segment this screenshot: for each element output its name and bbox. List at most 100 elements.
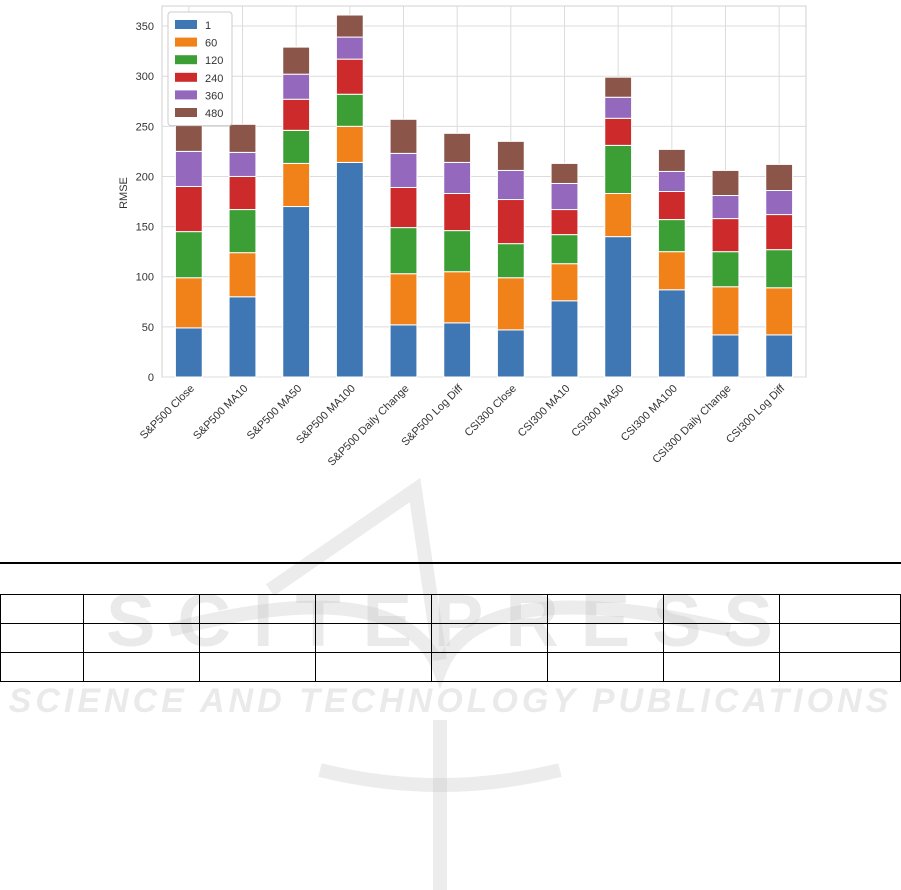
table-cell [83,594,200,624]
empty-table [0,594,901,682]
bar-segment-1 [174,327,203,378]
bar-segment-240 [174,185,203,233]
table-cell [431,594,548,624]
table-cell [547,623,664,653]
bar-segment-120 [174,231,203,279]
bar-segment-120 [765,249,794,289]
x-tick-label: CSI300 Log Diff [724,382,788,446]
plot-area [161,5,807,378]
x-tick-label: CSI300 MA50 [569,383,626,440]
bar-segment-60 [657,251,686,291]
bar-segment-480 [657,148,686,172]
legend: 1 60 120 240 360 480 [167,11,233,127]
legend-swatch [175,72,197,82]
bar-segment-360 [711,195,740,220]
bar-segment-480 [550,162,579,184]
bar-segment-60 [496,277,525,331]
bar-segment-360 [496,169,525,201]
table-cell [0,652,84,682]
y-tick-label: 300 [136,71,154,83]
y-tick-label: 350 [136,21,154,33]
bar-segment-1 [228,296,257,378]
table-cell [199,623,316,653]
table-cell [779,652,901,682]
bar-segment-240 [389,186,418,229]
bar-segment-480 [282,46,311,75]
table-cell [0,623,84,653]
legend-label: 480 [205,108,223,120]
table-cell [663,594,780,624]
y-tick-label: 0 [148,372,154,384]
table-cell [199,594,316,624]
y-tick-label: 50 [142,322,154,334]
bar-segment-120 [496,243,525,279]
bar-segment-120 [550,234,579,265]
bar-segment-60 [174,277,203,329]
y-tick-label: 200 [136,171,154,183]
bar-segment-360 [389,152,418,188]
bar-segment-240 [335,58,364,95]
bar-segment-360 [282,73,311,100]
legend-label: 360 [205,90,223,102]
bar-segment-240 [765,214,794,251]
bar-segment-1 [496,329,525,378]
bar-segment-480 [443,132,472,163]
table-top-rule [0,562,901,564]
bar-segment-1 [443,322,472,378]
table-cell [315,652,432,682]
bar-segment-60 [443,271,472,324]
table-cell [779,623,901,653]
bar-segment-480 [228,123,257,153]
legend-label: 240 [205,73,223,85]
bar-segment-120 [711,251,740,288]
bar-segment-240 [604,117,633,146]
grid-layer [161,5,807,378]
bar-segment-60 [389,273,418,326]
bar-segment-360 [550,182,579,211]
legend-swatch [175,37,197,47]
table-cell [83,623,200,653]
bar-segment-480 [496,140,525,171]
y-tick-label: 250 [136,121,154,133]
bar-segment-60 [282,162,311,208]
bar-segment-360 [228,151,257,177]
bar-segment-120 [282,129,311,164]
bar-segment-120 [604,144,633,195]
table-cell [315,594,432,624]
bar-segment-1 [282,206,311,378]
bar-segment-240 [657,191,686,221]
legend-label: 120 [205,55,223,67]
x-tick-label: CSI300 Close [462,383,518,439]
bar-segment-360 [443,161,472,195]
table-cell [431,623,548,653]
bar-segment-120 [389,227,418,275]
table-cell [547,652,664,682]
bar-segment-240 [443,193,472,232]
bar-segment-360 [174,150,203,187]
x-tick-label: S&P500 MA50 [245,383,305,443]
table-cell [0,594,84,624]
bar-segment-360 [335,36,364,60]
bar-segment-240 [282,98,311,131]
bar-segment-480 [335,14,364,38]
bar-segment-60 [711,286,740,336]
bar-segment-480 [765,163,794,191]
legend-label: 60 [205,38,217,50]
table-cell [663,652,780,682]
legend-swatch [175,108,197,117]
bar-segment-240 [550,209,579,236]
table-row [0,623,901,653]
bar-segment-120 [657,219,686,253]
table-cell [199,652,316,682]
table-cell [431,652,548,682]
x-tick-label: S&P500 MA10 [191,383,251,443]
bar-segment-1 [711,334,740,378]
table-cell [663,623,780,653]
bar-segment-360 [657,170,686,193]
bar-segment-360 [765,189,794,216]
bar-segment-1 [657,289,686,378]
bar-segment-60 [604,193,633,238]
bar-segment-1 [604,236,633,378]
x-tick-label: CSI300 MA10 [516,383,573,440]
